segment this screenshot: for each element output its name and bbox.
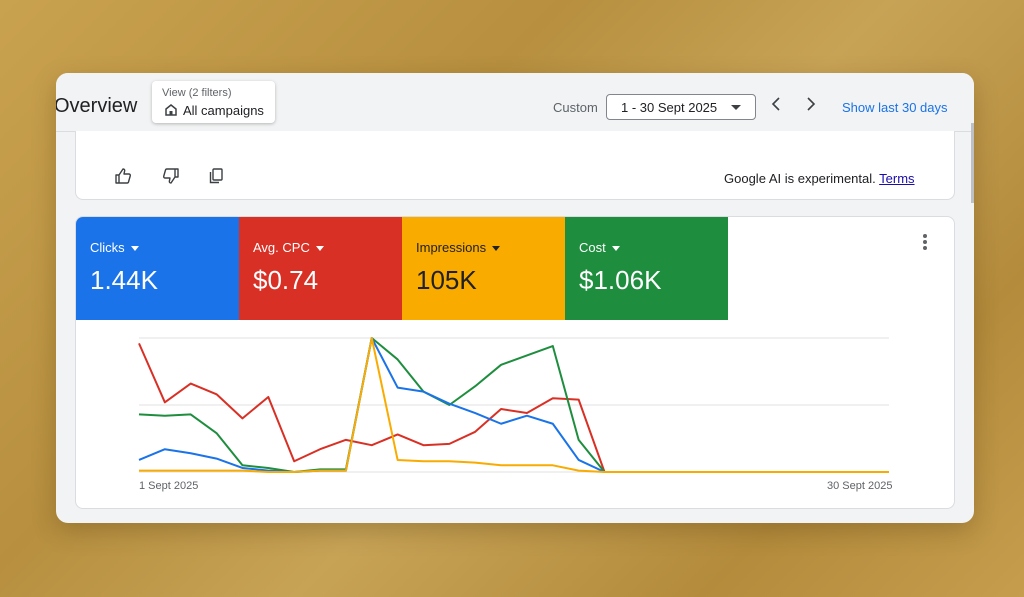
previous-period-button[interactable]: [769, 96, 785, 112]
metric-tile-impressions[interactable]: Impressions 105K: [402, 217, 565, 320]
ai-feedback-card: Google AI is experimental. Terms: [75, 131, 955, 200]
metric-label: Cost: [579, 240, 620, 255]
view-filter-chip[interactable]: View (2 filters) All campaigns: [152, 81, 275, 123]
terms-link[interactable]: Terms: [879, 171, 915, 186]
chevron-down-icon: [315, 246, 324, 252]
more-options-icon[interactable]: [922, 233, 928, 251]
ai-disclaimer-text: Google AI is experimental.: [724, 171, 876, 186]
home-icon: [165, 104, 177, 116]
chevron-down-icon: [731, 105, 741, 110]
scrollbar[interactable]: [971, 123, 974, 203]
metric-label: Impressions: [416, 240, 501, 255]
series-line-3: [139, 337, 889, 473]
line-chart-svg: [138, 337, 889, 473]
chevron-down-icon: [492, 246, 501, 252]
page-title: Overview: [56, 95, 138, 117]
date-mode-label: Custom: [553, 100, 598, 115]
x-tick-end: 30 Sept 2025: [827, 480, 893, 492]
overview-header: Overview View (2 filters) All campaigns …: [56, 73, 974, 132]
performance-card: Clicks 1.44K Avg. CPC $0.74 Impressions …: [75, 216, 955, 509]
chevron-down-icon: [611, 246, 620, 252]
chevron-down-icon: [130, 246, 139, 252]
show-last-30-days-button[interactable]: Show last 30 days: [842, 100, 948, 115]
metric-label-text: Avg. CPC: [253, 240, 310, 255]
date-range-value: 1 - 30 Sept 2025: [621, 100, 718, 115]
ai-disclaimer: Google AI is experimental. Terms: [724, 171, 915, 186]
metric-label-text: Clicks: [90, 240, 125, 255]
metric-label-text: Cost: [579, 240, 606, 255]
performance-chart: 1 Sept 2025 30 Sept 2025: [76, 320, 954, 508]
thumbs-down-icon[interactable]: [162, 167, 180, 185]
x-tick-start: 1 Sept 2025: [139, 480, 199, 492]
metric-value: 1.44K: [90, 265, 158, 295]
metric-value: 105K: [416, 265, 477, 295]
series-line-0: [138, 342, 889, 473]
metric-label-text: Impressions: [416, 240, 487, 255]
metric-tile-cost[interactable]: Cost $1.06K: [565, 217, 728, 320]
metric-tile-clicks[interactable]: Clicks 1.44K: [76, 217, 239, 320]
view-value: All campaigns: [183, 103, 264, 118]
copy-icon[interactable]: [207, 167, 225, 185]
metric-value: $0.74: [253, 265, 319, 295]
overview-window: Overview View (2 filters) All campaigns …: [56, 73, 974, 523]
metric-tile-avg-cpc[interactable]: Avg. CPC $0.74: [239, 217, 402, 320]
metric-label: Clicks: [90, 240, 139, 255]
thumbs-up-icon[interactable]: [114, 167, 132, 185]
view-filters-label: View (2 filters): [162, 87, 232, 99]
next-period-button[interactable]: [802, 96, 818, 112]
date-range-dropdown[interactable]: 1 - 30 Sept 2025: [606, 94, 756, 120]
metric-label: Avg. CPC: [253, 240, 324, 255]
metric-value: $1.06K: [579, 265, 662, 295]
